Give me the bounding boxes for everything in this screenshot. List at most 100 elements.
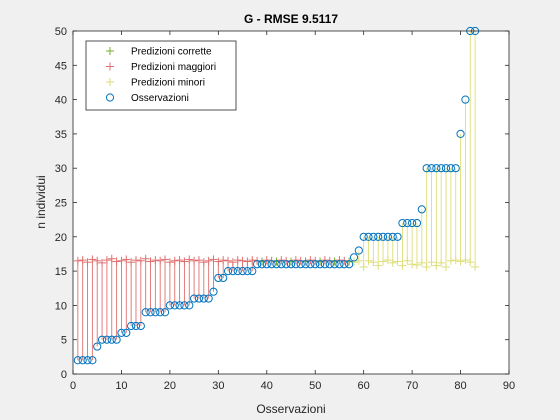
prediction-point <box>175 256 184 265</box>
observation-point <box>461 95 470 104</box>
prediction-point <box>383 256 392 265</box>
observation-point <box>190 294 199 303</box>
observation-point <box>369 232 378 241</box>
observation-point <box>248 267 257 276</box>
observation-point <box>301 260 310 269</box>
prediction-point <box>83 258 92 267</box>
observation-point <box>204 294 213 303</box>
observation-point <box>243 267 252 276</box>
prediction-point <box>102 256 111 265</box>
observation-point <box>165 301 174 310</box>
observation-point <box>238 267 247 276</box>
prediction-point <box>456 257 465 266</box>
observation-point <box>252 260 262 269</box>
observation-point <box>277 260 286 269</box>
observation-point <box>456 129 465 138</box>
observation-point <box>146 308 155 317</box>
observation-point <box>223 267 233 276</box>
y-tick-label: 5 <box>61 335 67 347</box>
prediction-point <box>442 262 451 271</box>
observation-point <box>325 260 334 269</box>
prediction-point <box>422 262 431 271</box>
y-tick-label: 50 <box>55 26 67 38</box>
prediction-point <box>204 256 213 265</box>
observation-point <box>117 328 126 337</box>
x-tick-labels: 0 10 20 30 40 50 60 70 80 90 <box>70 380 515 392</box>
prediction-point <box>451 256 460 265</box>
observation-point <box>437 164 446 173</box>
prediction-point <box>432 261 441 270</box>
prediction-point <box>248 256 257 265</box>
prediction-point <box>93 256 102 265</box>
observation-point <box>315 260 325 269</box>
prediction-point <box>136 256 145 265</box>
y-tick-label: 35 <box>55 129 67 141</box>
observation-point <box>199 294 208 303</box>
prediction-point <box>446 256 455 265</box>
prediction-point <box>194 256 203 265</box>
observation-point <box>282 260 291 269</box>
legend-box <box>85 40 237 111</box>
observation-point <box>320 260 330 269</box>
prediction-point <box>214 257 223 266</box>
legend-marker <box>106 47 114 55</box>
prediction-point <box>262 256 271 265</box>
prediction-point <box>466 258 475 267</box>
observation-point <box>73 356 82 365</box>
observation-point <box>446 164 455 173</box>
observation-point <box>412 218 422 228</box>
prediction-point <box>127 258 136 267</box>
observation-markers <box>73 26 480 365</box>
prediction-point <box>107 254 116 263</box>
x-tick-label: 90 <box>503 380 515 392</box>
prediction-point <box>88 255 97 264</box>
prediction-point <box>379 257 388 266</box>
observation-point <box>127 321 136 331</box>
prediction-point <box>219 256 228 265</box>
prediction-point <box>291 256 300 265</box>
observation-point <box>122 328 131 337</box>
observation-point <box>156 308 165 317</box>
y-axis-label: n individui <box>34 175 48 228</box>
y-tick-label: 20 <box>55 232 67 244</box>
y-tick-label: 45 <box>55 60 67 72</box>
observation-point <box>427 164 436 173</box>
observation-point <box>170 301 179 310</box>
prediction-point <box>233 256 242 265</box>
observation-point <box>267 260 276 269</box>
prediction-point <box>374 261 383 270</box>
observation-point <box>107 335 116 344</box>
prediction-point <box>471 262 480 271</box>
axes-box <box>72 30 510 375</box>
prediction-point <box>398 261 407 270</box>
observation-point <box>378 232 388 241</box>
observation-point <box>131 321 141 331</box>
observation-point <box>214 273 223 283</box>
observation-point <box>345 260 354 269</box>
observation-point <box>432 164 441 173</box>
prediction-point <box>112 257 121 266</box>
x-tick-label: 0 <box>70 380 76 392</box>
prediction-point <box>131 256 140 265</box>
y-tick-label: 40 <box>55 95 67 107</box>
observation-point <box>422 164 431 173</box>
x-tick-label: 20 <box>164 380 176 392</box>
prediction-point <box>161 255 170 264</box>
prediction-point <box>388 258 397 267</box>
prediction-point <box>122 255 131 264</box>
prediction-point <box>73 256 82 265</box>
y-tick-label: 30 <box>55 163 67 175</box>
x-tick-label: 10 <box>115 380 127 392</box>
observation-point <box>262 260 271 269</box>
observation-point <box>403 218 412 228</box>
prediction-point <box>156 256 165 265</box>
prediction-point <box>277 256 286 265</box>
prediction-point <box>78 256 87 265</box>
prediction-point <box>417 258 426 267</box>
observation-point <box>93 342 102 351</box>
x-tick-label: 30 <box>212 380 224 392</box>
observation-point <box>194 294 204 303</box>
prediction-point <box>224 256 233 265</box>
x-axis-label: Osservazioni <box>256 402 325 416</box>
